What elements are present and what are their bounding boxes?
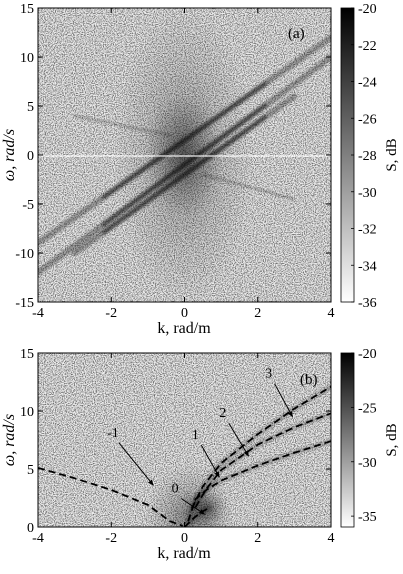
- y-tick-label: 0: [27, 521, 34, 536]
- y-tick-label: 5: [27, 100, 34, 115]
- annotation-arrow: [200, 444, 220, 478]
- panel-a-colorbar-label: S, dB: [384, 138, 400, 171]
- x-tick-label: -4: [32, 531, 44, 546]
- x-tick-label: 0: [181, 531, 188, 546]
- y-tick-label: -10: [15, 247, 34, 262]
- colorbar-tick-label: -22: [358, 39, 377, 54]
- y-tick-label: -5: [22, 198, 34, 213]
- dispersion-curve: [183, 506, 211, 528]
- panel-a-ylabel: ω, rad/s: [1, 129, 18, 181]
- y-tick-label: 5: [27, 463, 34, 478]
- colorbar-tick-label: -32: [358, 223, 377, 238]
- colorbar-tick-label: -26: [358, 112, 377, 127]
- panel-a-axes: -4 -2 0 2 4 15 10 5 0 -5 -10 -15: [15, 2, 334, 321]
- y-tick-label: 15: [20, 347, 34, 362]
- x-tick-label: 2: [254, 306, 261, 321]
- spectral-ridge-core: [101, 115, 268, 235]
- y-tick-label: 15: [20, 2, 34, 17]
- panel-b-ylabel: ω, rad/s: [1, 414, 18, 466]
- annotation-label: 3: [265, 367, 272, 382]
- x-tick-label: 4: [328, 306, 335, 321]
- colorbar-tick-label: -20: [358, 347, 377, 362]
- colorbar-tick-label: -35: [358, 510, 377, 525]
- spectral-ridge: [201, 173, 296, 201]
- dispersion-curve: [191, 385, 332, 509]
- dispersion-curve: [37, 466, 183, 527]
- panel-b-colorbar-label: S, dB: [384, 423, 400, 456]
- x-tick-label: -4: [32, 306, 44, 321]
- panel-a-colorbar: -20 -22 -24 -26 -28 -30 -32 -34 -36 S, dB: [340, 2, 400, 311]
- panel-b-annotations: -1 0 1 2 3: [107, 367, 293, 515]
- annotation-arrow: [180, 498, 206, 515]
- panel-b-curves: [37, 385, 332, 528]
- colorbar-tick-label: -30: [358, 456, 377, 471]
- y-tick-label: 10: [20, 51, 34, 66]
- panel-a-heatmap: [38, 8, 331, 302]
- colorbar-tick-label: -28: [358, 149, 377, 164]
- spectral-ridge-core: [101, 81, 268, 199]
- x-tick-label: 2: [254, 531, 261, 546]
- panel-b-colorbar: -20 -25 -30 -35 S, dB: [340, 347, 400, 528]
- colorbar-tick-label: -24: [358, 76, 377, 91]
- panel-b-label: (b): [300, 372, 318, 388]
- annotation-label: -1: [107, 426, 119, 441]
- x-tick-label: -2: [105, 306, 117, 321]
- colorbar-tick-label: -20: [358, 2, 377, 17]
- annotation-arrow: [274, 383, 293, 418]
- panel-a-label: (a): [288, 26, 305, 42]
- annotation-label: 0: [172, 482, 179, 497]
- panel-b-xlabel: k, rad/m: [157, 545, 211, 562]
- panel-a-xlabel: k, rad/m: [157, 320, 211, 337]
- y-tick-label: -15: [15, 296, 34, 311]
- colorbar-tick-label: -30: [358, 186, 377, 201]
- spectral-ridge: [73, 114, 171, 137]
- annotation-label: 1: [192, 428, 199, 443]
- dispersion-curve: [187, 440, 332, 522]
- annotation-arrow: [228, 422, 250, 457]
- annotation-label: 2: [219, 406, 226, 421]
- dispersion-curve: [194, 412, 332, 508]
- y-tick-label: 0: [27, 149, 34, 164]
- colorbar-tick-label: -25: [358, 401, 377, 416]
- x-tick-label: 0: [181, 306, 188, 321]
- spectral-ridge-core: [101, 103, 268, 227]
- colorbar-tick-label: -34: [358, 259, 377, 274]
- x-tick-label: 4: [328, 531, 335, 546]
- y-tick-label: 10: [20, 405, 34, 420]
- x-tick-label: -2: [105, 531, 117, 546]
- annotation-arrow: [118, 442, 154, 486]
- colorbar-tick-label: -36: [358, 296, 377, 311]
